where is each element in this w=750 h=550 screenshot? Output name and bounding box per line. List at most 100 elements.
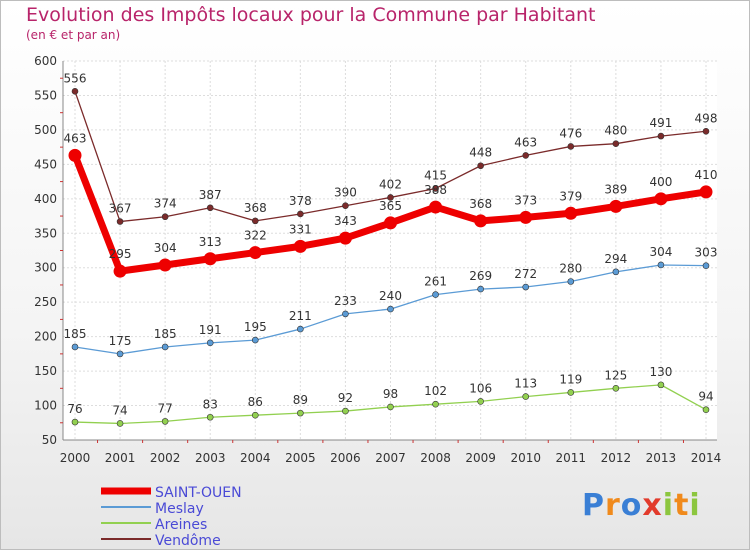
x-tick-label: 2005 (285, 451, 316, 465)
data-label: 389 (604, 182, 627, 196)
data-label: 365 (379, 199, 402, 213)
data-point (432, 400, 439, 408)
data-point (567, 389, 575, 396)
data-label: 185 (64, 327, 87, 341)
y-tick-label: 50 (42, 433, 57, 447)
data-label: 343 (334, 214, 357, 228)
logo-letter: i (689, 488, 701, 523)
x-tick-label: 2007 (375, 451, 406, 465)
data-point (567, 143, 575, 150)
data-point (206, 204, 214, 212)
data-point (161, 343, 169, 351)
data-label: 388 (424, 183, 447, 197)
data-label: 175 (109, 334, 132, 348)
data-label: 410 (695, 168, 718, 182)
logo-letter: o (620, 488, 643, 523)
y-tick-label: 150 (34, 364, 57, 378)
data-point (297, 325, 304, 333)
data-point (612, 385, 620, 392)
data-point (206, 413, 214, 421)
data-label: 476 (559, 126, 582, 140)
data-point (158, 258, 172, 272)
data-point (522, 152, 530, 159)
y-tick-label: 600 (34, 54, 57, 68)
data-label: 387 (199, 188, 222, 202)
data-label: 211 (289, 309, 312, 323)
y-tick-label: 300 (34, 261, 57, 275)
y-tick-label: 200 (34, 330, 57, 344)
data-point (477, 398, 484, 405)
data-label: 368 (469, 197, 492, 211)
data-point (342, 310, 349, 318)
data-label: 498 (695, 111, 718, 125)
data-label: 400 (649, 175, 672, 189)
data-label: 480 (604, 124, 627, 138)
data-label: 191 (199, 323, 222, 337)
data-point (68, 148, 82, 162)
y-tick-label: 400 (34, 192, 57, 206)
data-point (116, 420, 124, 427)
data-point (387, 305, 394, 313)
data-labels: 185 175 185 191 195 211 233 240 261 269 272 280 294 3… (64, 71, 718, 417)
y-tick-label: 350 (34, 226, 57, 240)
data-label: 415 (424, 168, 447, 182)
y-tick-label: 450 (34, 157, 57, 171)
data-point (116, 350, 124, 358)
data-label: 331 (289, 222, 312, 236)
x-tick-label: 2009 (465, 451, 496, 465)
data-label: 125 (604, 368, 627, 382)
x-tick-label: 2013 (646, 451, 677, 465)
data-label: 294 (604, 252, 627, 266)
data-label: 379 (559, 189, 582, 203)
series-layer (68, 88, 713, 427)
data-point (432, 291, 439, 298)
data-point (387, 194, 394, 201)
chart-subtitle: (en € et par an) (26, 28, 121, 42)
data-point (248, 246, 262, 260)
data-point (657, 261, 665, 269)
data-label: 368 (244, 201, 267, 215)
data-label: 113 (514, 377, 537, 391)
data-label: 74 (112, 403, 127, 417)
data-point (522, 393, 530, 400)
x-tick-label: 2004 (240, 451, 271, 465)
data-label: 119 (559, 372, 582, 386)
logo-letter: i (662, 488, 675, 523)
data-label: 94 (698, 390, 713, 404)
data-label: 102 (424, 384, 447, 398)
data-point (161, 418, 169, 425)
data-point (612, 140, 620, 147)
legend-label: SAINT-OUEN (155, 485, 242, 501)
data-point (657, 132, 665, 140)
data-label: 269 (469, 269, 492, 283)
data-label: 304 (154, 241, 177, 255)
data-point (567, 278, 575, 285)
data-point (384, 216, 397, 230)
x-tick-label: 2012 (601, 451, 632, 465)
data-point (161, 213, 169, 221)
x-tick-label: 2010 (510, 451, 541, 465)
data-point (477, 162, 484, 170)
data-label: 272 (514, 267, 537, 281)
data-point (609, 199, 623, 213)
x-tick-label: 2006 (330, 451, 361, 465)
data-point (338, 231, 352, 245)
data-point (297, 409, 304, 417)
data-point (251, 217, 259, 225)
data-label: 130 (649, 365, 672, 379)
data-label: 185 (154, 327, 177, 341)
data-label: 89 (293, 393, 308, 407)
data-label: 240 (379, 289, 402, 303)
data-label: 448 (469, 146, 492, 160)
data-point (519, 210, 533, 224)
data-label: 463 (64, 131, 87, 145)
data-label: 373 (514, 193, 537, 207)
data-point (71, 88, 79, 95)
data-point (429, 200, 443, 214)
legend-label: Areines (155, 517, 207, 533)
y-tick-label: 100 (34, 399, 57, 413)
data-point (477, 285, 484, 293)
data-point (702, 406, 710, 413)
data-point (71, 418, 79, 426)
chart-title: Evolution des Impôts locaux pour la Comm… (26, 4, 596, 26)
